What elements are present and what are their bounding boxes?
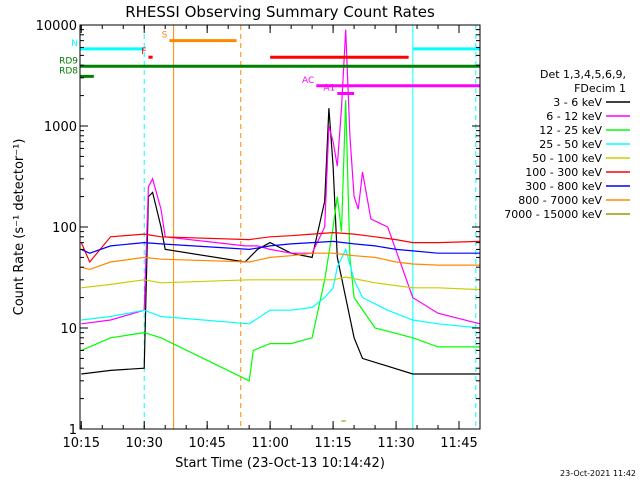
legend-entry-label: 300 - 800 keV	[525, 180, 602, 193]
annotation-label-7: AC	[302, 76, 314, 86]
chart-title: RHESSI Observing Summary Count Rates	[125, 3, 435, 21]
y-tick-label: 1	[69, 423, 77, 438]
annotation-label-5: RD9	[59, 56, 78, 66]
legend-header: FDecim 1	[574, 82, 626, 95]
x-tick-label: 10:15	[63, 436, 100, 451]
y-tick-label: 10	[60, 322, 77, 337]
series-line-3	[81, 247, 481, 329]
legend-entry-label: 25 - 50 keV	[539, 138, 602, 151]
y-tick-label: 10000	[36, 19, 77, 34]
series-line-1	[81, 29, 481, 325]
legend-entry-label: 12 - 25 keV	[539, 124, 602, 137]
annotation-label-8: A1	[323, 83, 335, 93]
x-tick-label: 11:15	[314, 436, 351, 451]
x-tick-label: 10:30	[125, 436, 162, 451]
x-tick-label: 10:45	[188, 436, 225, 451]
series-line-2	[81, 100, 480, 382]
x-axis: 10:15 10:30 10:45 11:00 11:15 11:30 11:45	[63, 25, 481, 451]
footer-date: 23-Oct-2021 11:42	[560, 469, 636, 478]
legend-entry-label: 800 - 7000 keV	[518, 194, 602, 207]
annotation-label-2: S	[162, 31, 168, 41]
legend-entry-label: 7000 - 15000 keV	[504, 208, 602, 221]
series-line-7	[81, 252, 480, 271]
y-tick-label: 1000	[44, 120, 77, 135]
legend-entry-label: 3 - 6 keV	[553, 96, 602, 109]
series-line-5	[80, 231, 481, 264]
x-tick-label: 11:00	[251, 436, 288, 451]
series-line-6	[81, 240, 480, 254]
x-tick-label: 11:45	[440, 436, 477, 451]
series-line-0	[81, 108, 480, 375]
annotation-label-6: RD8	[59, 66, 78, 76]
series-line-4	[81, 276, 481, 291]
y-axis: 1 10 100 1000 10000	[36, 19, 480, 438]
y-axis-label: Count Rate (s⁻¹ detector⁻¹)	[12, 139, 27, 316]
annotation-label-0: N	[71, 39, 78, 49]
annotation-label-3: F	[141, 47, 146, 57]
legend-entry-label: 100 - 300 keV	[525, 166, 602, 179]
legend-entry-label: 6 - 12 keV	[546, 110, 602, 123]
x-axis-label: Start Time (23-Oct-13 10:14:42)	[175, 456, 385, 471]
x-tick-label: 11:30	[377, 436, 414, 451]
legend-header: Det 1,3,4,5,6,9,	[540, 68, 626, 81]
y-tick-label: 100	[52, 221, 77, 236]
legend-entry-label: 50 - 100 keV	[532, 152, 602, 165]
